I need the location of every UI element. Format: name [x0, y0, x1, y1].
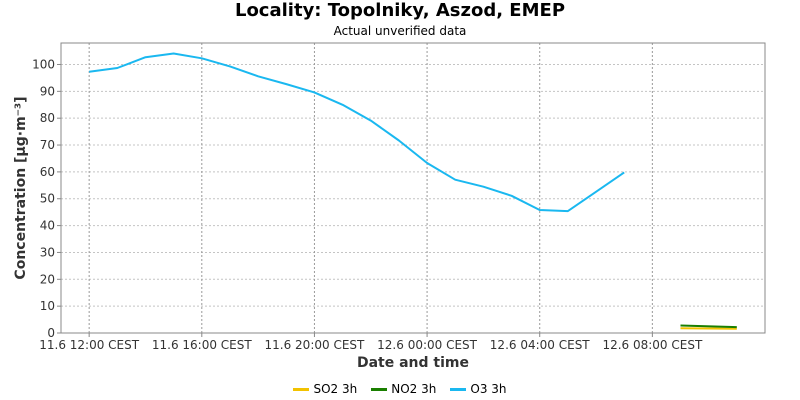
y-tick-label: 20	[40, 272, 55, 286]
y-tick-label: 0	[47, 326, 55, 340]
y-tick-label: 90	[40, 84, 55, 98]
x-tick-label: 11.6 12:00 CEST	[39, 338, 140, 352]
x-axis-label: Date and time	[357, 355, 469, 371]
y-tick-label: 10	[40, 299, 55, 313]
legend-swatch	[293, 387, 310, 391]
y-tick-label: 50	[40, 192, 55, 206]
legend-label: NO2 3h	[391, 382, 437, 396]
legend-item-no2-3h: NO2 3h	[371, 381, 436, 397]
x-tick-label: 12.6 08:00 CEST	[602, 338, 703, 352]
legend-swatch	[450, 387, 467, 391]
legend: SO2 3h NO2 3h O3 3h	[0, 381, 800, 397]
y-tick-label: 70	[40, 138, 55, 152]
legend-swatch	[371, 387, 388, 391]
series-line-no2-3h	[680, 324, 737, 329]
x-tick-label: 12.6 04:00 CEST	[490, 338, 591, 352]
y-tick-label: 40	[40, 219, 55, 233]
y-tick-label: 80	[40, 111, 55, 125]
series-line-o3-3h	[89, 52, 625, 213]
y-tick-label: 30	[40, 245, 55, 259]
series-line-so2-3h	[680, 327, 737, 330]
chart-title: Locality: Topolniky, Aszod, EMEP	[234, 0, 566, 21]
legend-item-so2-3h: SO2 3h	[293, 381, 357, 397]
chart-subtitle: Actual unverified data	[333, 24, 467, 38]
plot-area	[60, 42, 766, 334]
y-tick-label: 60	[40, 165, 55, 179]
legend-label: O3 3h	[470, 382, 507, 396]
y-tick-label: 100	[32, 57, 55, 71]
x-tick-label: 12.6 00:00 CEST	[377, 338, 478, 352]
x-tick-label: 11.6 16:00 CEST	[152, 338, 253, 352]
x-tick-label: 11.6 20:00 CEST	[265, 338, 366, 352]
y-axis-label: Concentration [µg·m⁻³]	[13, 96, 29, 279]
legend-item-o3-3h: O3 3h	[450, 381, 507, 397]
legend-label: SO2 3h	[313, 382, 358, 396]
